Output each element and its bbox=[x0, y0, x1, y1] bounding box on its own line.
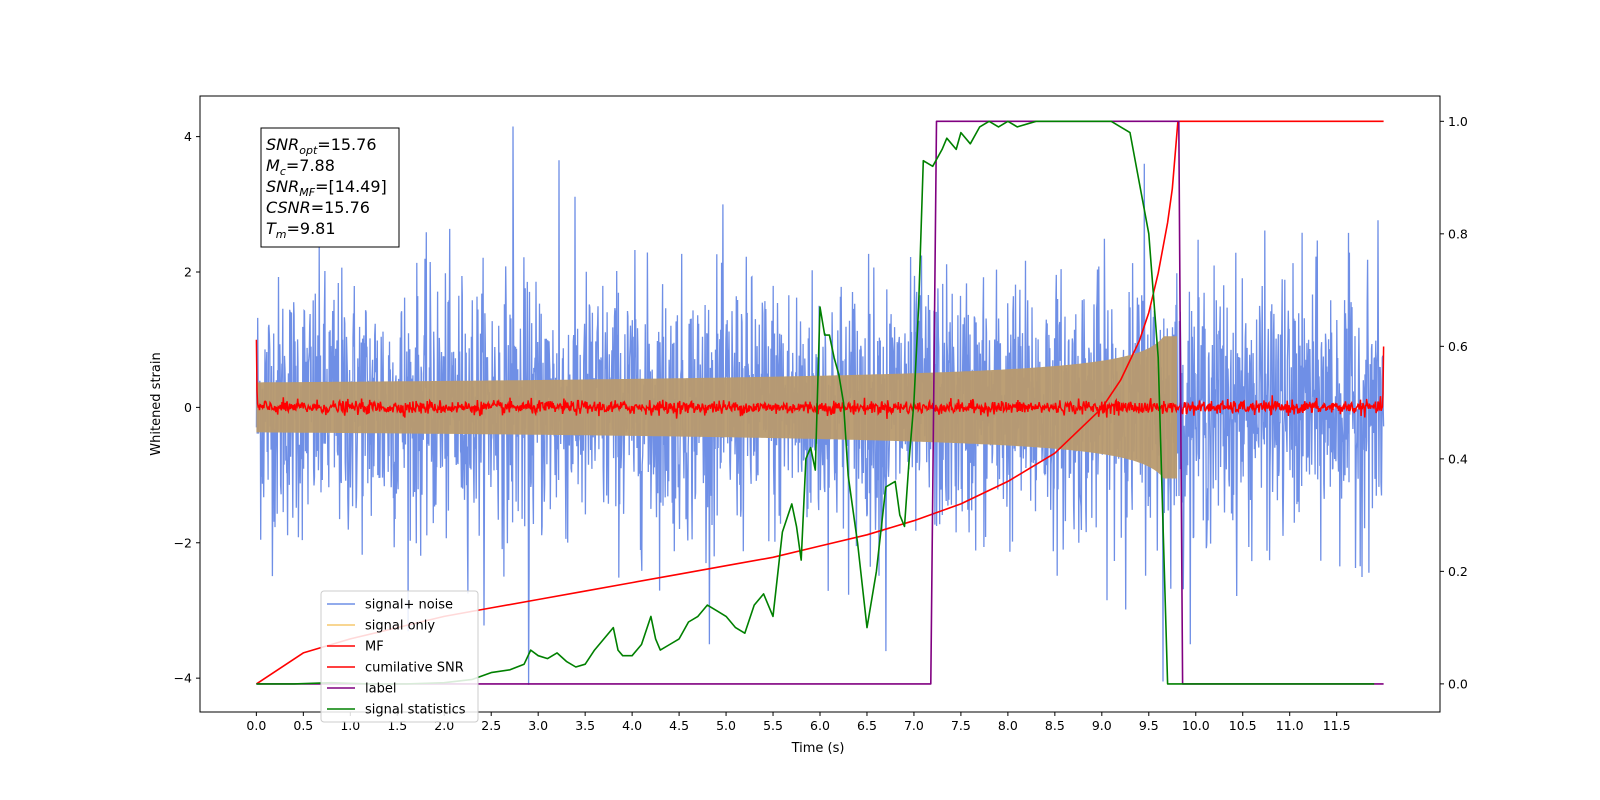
x-axis-label: Time (s) bbox=[791, 741, 845, 756]
y-tick-label: 2 bbox=[184, 265, 192, 280]
annotation-box: SNRopt=15.76Mc=7.88SNRMF=[14.49]CSNR=15.… bbox=[260, 127, 400, 248]
y-axis-label: Whitened strain bbox=[149, 352, 164, 455]
x-tick-label: 10.5 bbox=[1229, 718, 1257, 733]
series-signal-statistics bbox=[256, 120, 1375, 685]
y2-tick-label: 0.4 bbox=[1448, 451, 1468, 466]
legend-entry: signal statistics bbox=[365, 703, 466, 718]
y2-tick-label: 0.2 bbox=[1448, 564, 1468, 579]
x-tick-label: 11.5 bbox=[1323, 718, 1351, 733]
x-tick-label: 8.5 bbox=[1045, 718, 1065, 733]
x-tick-label: 6.5 bbox=[857, 718, 877, 733]
y2-tick-label: 0.8 bbox=[1448, 226, 1468, 241]
x-tick-label: 4.5 bbox=[669, 718, 689, 733]
legend-entry: MF bbox=[365, 640, 384, 655]
x-tick-label: 0.0 bbox=[246, 718, 266, 733]
x-tick-label: 5.5 bbox=[763, 718, 783, 733]
x-tick-label: 10.0 bbox=[1182, 718, 1210, 733]
legend-entry: label bbox=[365, 682, 396, 697]
annotation-line: Mc=7.88 bbox=[266, 156, 335, 178]
x-tick-label: 3.0 bbox=[528, 718, 548, 733]
y-tick-label: 0 bbox=[184, 400, 192, 415]
x-tick-label: 6.0 bbox=[810, 718, 830, 733]
legend-entry: cumilative SNR bbox=[365, 661, 464, 676]
annotation-line: SNRMF=[14.49] bbox=[266, 177, 387, 199]
x-tick-label: 11.0 bbox=[1276, 718, 1304, 733]
x-tick-label: 9.5 bbox=[1139, 718, 1159, 733]
annotation-line: Tm=9.81 bbox=[266, 219, 336, 241]
y-tick-label: −4 bbox=[174, 671, 192, 686]
x-tick-label: 5.0 bbox=[716, 718, 736, 733]
y2-tick-label: 1.0 bbox=[1448, 114, 1468, 129]
series-mf bbox=[255, 339, 1385, 419]
x-tick-label: 0.5 bbox=[293, 718, 313, 733]
legend-entry: signal+ noise bbox=[365, 598, 453, 613]
annotation-frame bbox=[260, 127, 400, 248]
legend-entry: signal only bbox=[365, 619, 435, 634]
legend: signal+ noise signal only MF cumilative SNR… bbox=[320, 590, 479, 723]
x-tick-label: 4.0 bbox=[622, 718, 642, 733]
y2-tick-label: 0.0 bbox=[1448, 676, 1468, 691]
annotation-line: CSNR=15.76 bbox=[266, 198, 370, 217]
y-tick-label: −2 bbox=[174, 535, 192, 550]
x-tick-label: 9.0 bbox=[1092, 718, 1112, 733]
x-tick-label: 3.5 bbox=[575, 718, 595, 733]
x-tick-label: 7.5 bbox=[951, 718, 971, 733]
x-tick-label: 2.5 bbox=[481, 718, 501, 733]
x-tick-label: 8.0 bbox=[998, 718, 1018, 733]
y2-tick-label: 0.6 bbox=[1448, 339, 1468, 354]
annotation-line: SNRopt=15.76 bbox=[266, 135, 377, 157]
legend-frame bbox=[320, 590, 479, 723]
y-tick-label: 4 bbox=[184, 129, 192, 144]
x-tick-label: 7.0 bbox=[904, 718, 924, 733]
